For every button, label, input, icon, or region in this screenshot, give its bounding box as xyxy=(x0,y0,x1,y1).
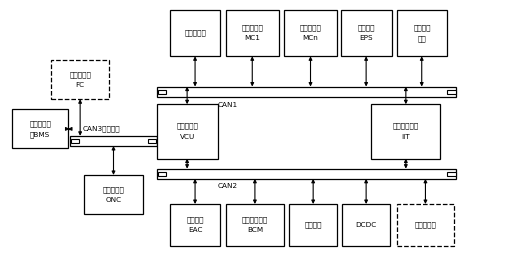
Text: 电池管理系: 电池管理系 xyxy=(29,120,51,127)
Text: 系统: 系统 xyxy=(417,35,426,41)
FancyBboxPatch shape xyxy=(397,10,447,56)
Text: VCU: VCU xyxy=(180,134,195,140)
FancyBboxPatch shape xyxy=(158,90,166,94)
Text: 电子变速器: 电子变速器 xyxy=(184,30,206,36)
Text: FC: FC xyxy=(75,82,85,88)
Text: 车载充电机: 车载充电机 xyxy=(102,186,124,193)
FancyBboxPatch shape xyxy=(289,204,337,246)
FancyBboxPatch shape xyxy=(447,90,456,94)
Text: 电动空调: 电动空调 xyxy=(186,216,204,223)
FancyBboxPatch shape xyxy=(158,172,166,176)
Text: 车身控制模块: 车身控制模块 xyxy=(242,216,268,223)
FancyBboxPatch shape xyxy=(70,136,157,146)
Text: 电机控制器: 电机控制器 xyxy=(299,24,321,31)
FancyBboxPatch shape xyxy=(447,172,456,176)
FancyBboxPatch shape xyxy=(157,104,218,158)
Text: CAN2: CAN2 xyxy=(218,183,238,189)
Text: 电动助力: 电动助力 xyxy=(358,24,375,31)
Text: ONC: ONC xyxy=(106,197,122,203)
Text: 故障诊断仪: 故障诊断仪 xyxy=(415,221,436,228)
FancyBboxPatch shape xyxy=(12,109,68,149)
FancyBboxPatch shape xyxy=(226,204,284,246)
Text: 制动助力: 制动助力 xyxy=(413,24,431,31)
FancyBboxPatch shape xyxy=(71,139,79,143)
FancyBboxPatch shape xyxy=(284,10,337,56)
FancyBboxPatch shape xyxy=(226,10,279,56)
FancyBboxPatch shape xyxy=(157,169,456,179)
Text: IIT: IIT xyxy=(401,134,410,140)
Text: MCn: MCn xyxy=(303,35,319,41)
Text: MC1: MC1 xyxy=(244,35,260,41)
Text: 综合信息终端: 综合信息终端 xyxy=(393,123,419,130)
FancyBboxPatch shape xyxy=(342,204,390,246)
Text: 组合仪表: 组合仪表 xyxy=(304,221,322,228)
FancyBboxPatch shape xyxy=(148,139,157,143)
Text: CAN1: CAN1 xyxy=(218,102,238,108)
FancyBboxPatch shape xyxy=(170,10,220,56)
Text: DCDC: DCDC xyxy=(355,222,377,228)
FancyBboxPatch shape xyxy=(51,60,109,99)
FancyBboxPatch shape xyxy=(341,10,391,56)
Text: 统BMS: 统BMS xyxy=(30,131,50,137)
FancyBboxPatch shape xyxy=(170,204,220,246)
Text: EAC: EAC xyxy=(188,227,203,233)
Text: 电机控制器: 电机控制器 xyxy=(241,24,263,31)
FancyBboxPatch shape xyxy=(84,175,143,214)
Text: CAN3（国标）: CAN3（国标） xyxy=(83,125,121,132)
FancyBboxPatch shape xyxy=(397,204,454,246)
FancyBboxPatch shape xyxy=(371,104,440,158)
Text: 站面充电机: 站面充电机 xyxy=(69,71,91,78)
Text: BCM: BCM xyxy=(247,227,263,233)
Text: EPS: EPS xyxy=(359,35,373,41)
Text: 整车控制器: 整车控制器 xyxy=(176,123,198,130)
FancyBboxPatch shape xyxy=(157,87,456,97)
